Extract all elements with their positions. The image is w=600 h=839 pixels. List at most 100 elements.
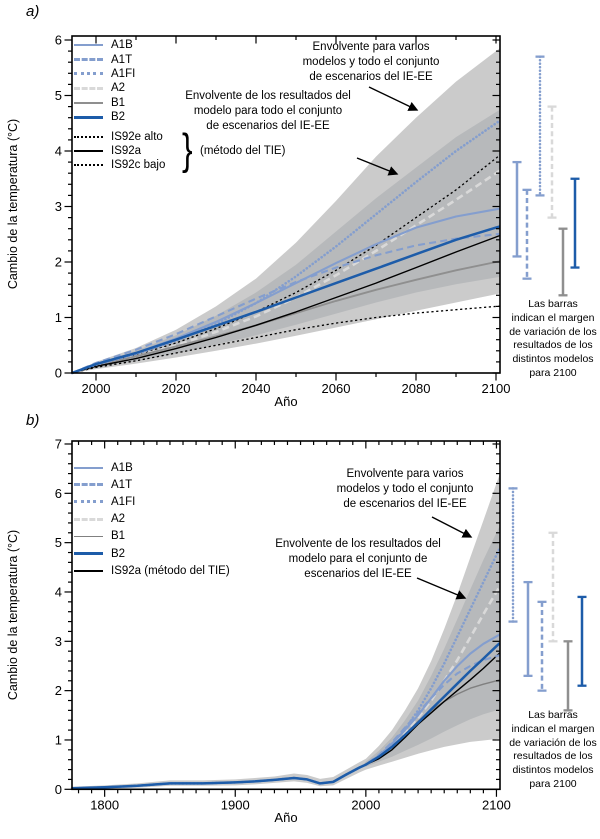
legend-label: IS92e alto [111,130,163,143]
is92-group-label: (método del TIE) [200,145,286,157]
legend-label: A1T [111,53,133,66]
series-B2 [71,642,501,790]
annotation-arrow-a-2 [356,157,399,176]
series-B2 [71,225,501,375]
x-tick-label-b: 1800 [90,797,119,812]
legend-label: A1B [111,461,133,474]
y-tick-label-a: 1 [55,310,62,325]
legend-label: A1FI [111,495,136,508]
x-tick-label-a: 2100 [482,381,511,396]
legend-label: A1B [111,39,133,52]
panel-a-letter: a) [26,3,40,20]
x-tick-label-a: 2000 [82,381,111,396]
legend-label: B2 [111,111,126,124]
y-tick-label-a: 3 [55,199,62,214]
panel-b-letter: b) [26,412,40,429]
legend-item-A1FI: A1FI [74,493,230,510]
y-tick-label-b: 7 [55,436,62,451]
legend-line-sample [74,101,103,104]
y-tick-label-b: 1 [55,732,62,747]
x-tick-label-b: 2100 [482,797,511,812]
range-bar-A2 [547,105,557,219]
range-bar-B1 [558,227,568,297]
legend-label: A1T [111,478,133,491]
bars-note-a: Las barras indican el margen de variació… [509,298,597,379]
x-tick-label-a: 2020 [162,381,191,396]
y-axis-title-b: Cambio de la temperatura (°C) [6,529,20,701]
legend-item-IS92c-bajo: IS92c bajo [74,158,165,172]
legend-panel-a: A1B A1T A1FI A2 B1 B2 IS92e alto IS92a IS92c baj… [74,38,165,173]
x-tick-label-b: 2000 [351,797,380,812]
range-bar-A1FI [535,55,545,197]
envelope-envolvente-modelo-escenarios-IEEE [361,526,500,767]
range-bar-A1T [522,188,532,280]
is92-group-brace: } [182,125,193,174]
y-tick-label-a: 4 [55,144,62,159]
annotation-arrow-b-2 [416,577,467,600]
series-IS92a [71,234,501,374]
legend-item-A1B: A1B [74,459,230,476]
legend-item-IS92a: IS92a [74,144,165,158]
annotation-arrow-b-1 [431,516,473,538]
legend-label: B1 [111,530,126,543]
legend-line-sample [74,44,103,47]
ticks-a [64,36,500,381]
legend-line-sample [74,72,103,76]
x-axis-title-a: Año [274,394,298,409]
legend-line-sample [74,149,103,152]
legend-label: IS92c bajo [111,159,166,172]
legend-item-IS92e-alto: IS92e alto [74,129,165,143]
range-bar-B1 [563,640,573,712]
range-bar-B2 [570,177,580,269]
range-bar-A1B [523,580,533,677]
legend-label: IS92a (método del TIE) [111,564,230,577]
x-tick-label-a: 2040 [242,381,271,396]
legend-item-B1: B1 [74,96,165,110]
x-tick-label-a: 2080 [402,381,431,396]
legend-line-sample [74,552,103,556]
series-IS92c-bajo [71,305,501,374]
legend-item-A1FI: A1FI [74,67,165,81]
range-bar-A1T [537,600,547,692]
x-tick-label-b: 1900 [221,797,250,812]
y-tick-label-b: 4 [55,584,62,599]
annotation-inner-envelope-a: Envolvente de los resultados del modelo … [185,90,351,132]
envelope-envolvente-modelo-todos-escenarios-TIE [72,109,500,373]
legend-line-sample [74,86,103,90]
ticks-b [64,441,500,797]
legend-line-sample [74,466,103,469]
y-tick-label-a: 5 [55,88,62,103]
panel-a: 2000 2020 2040 2060 2080 2100 0 1 2 3 4 5 6 [55,33,580,396]
legend-line-sample [74,115,103,119]
x-axis-title-b: Año [274,810,298,825]
y-axis-title-a: Cambio de la temperatura (°C) [6,118,20,290]
legend-item-B1: B1 [74,528,230,545]
bars-note-b: Las barras indican el margen de variació… [509,709,597,790]
legend-line-sample [74,535,103,537]
legend-item-A2: A2 [74,511,230,528]
annotation-inner-envelope-b: Envolvente de los resultados del modelo … [275,538,441,580]
y-tick-label-b: 3 [55,634,62,649]
plot-frame-b [71,440,501,791]
range-bar-A1B [512,160,522,258]
y-tick-label-b: 2 [55,683,62,698]
x-tick-label-a: 2060 [322,381,351,396]
annotation-arrow-a-1 [368,86,419,111]
panel-b: 1800 1900 2000 2100 0 1 2 3 4 5 6 7 [55,436,587,812]
legend-item-IS92a-m-todo-del-TIE-: IS92a (método del TIE) [74,562,230,579]
annotation-outer-envelope-b: Envolvente para varios modelos y todo el… [336,468,474,510]
legend-item-A1T: A1T [74,476,230,493]
range-bar-B2 [577,595,587,687]
y-tick-label-b: 6 [55,486,62,501]
legend-item-A1B: A1B [74,38,165,52]
legend-line-sample [74,569,103,572]
legend-label: B1 [111,96,126,109]
y-tick-label-b: 0 [55,782,62,797]
legend-line-sample [74,164,103,167]
annotation-outer-envelope-a: Envolvente para varios modelos y todo el… [302,41,440,83]
y-tick-label-a: 0 [55,366,62,381]
legend-label: A2 [111,82,126,95]
legend-item-A2: A2 [74,81,165,95]
